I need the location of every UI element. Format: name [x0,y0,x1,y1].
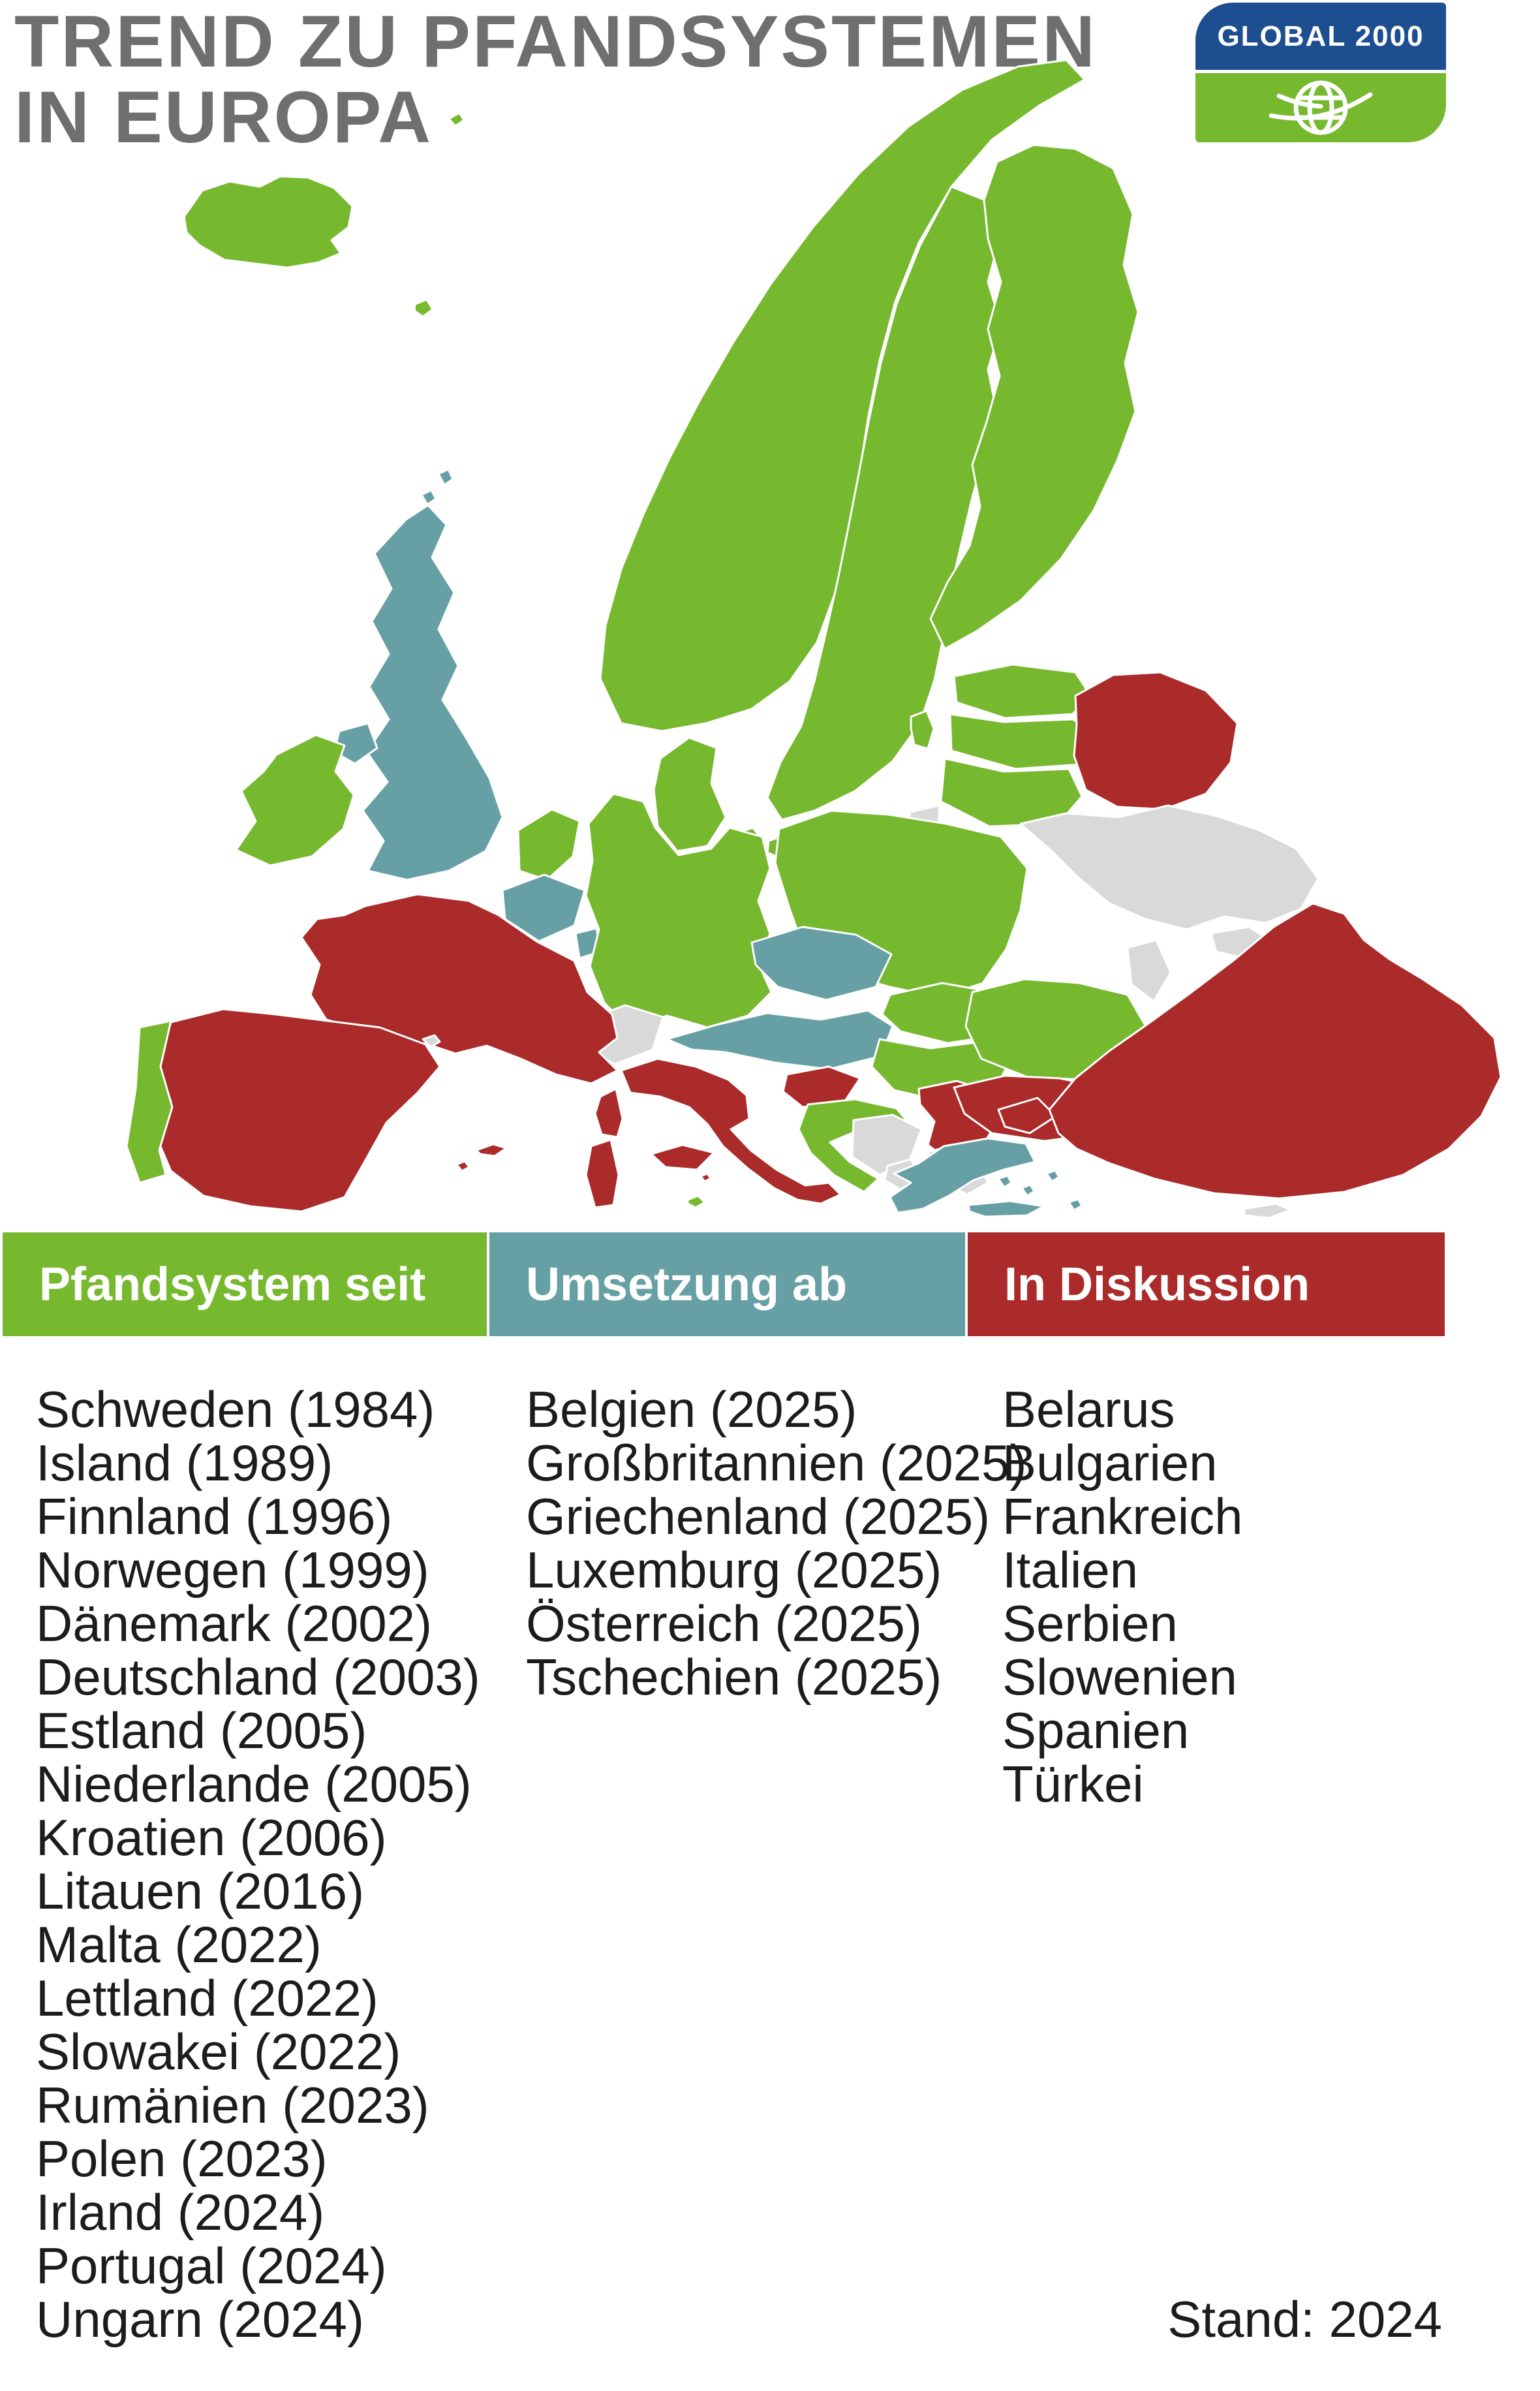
list-item: Finnland (1996) [36,1488,393,1545]
list-item: Slowakei (2022) [36,2023,401,2080]
list-item: Irland (2024) [36,2183,325,2241]
map-country-grossbritannien [362,504,504,881]
list-item: Litauen (2016) [36,1862,365,1920]
legend-label-discussion: In Diskussion [1004,1258,1310,1311]
map-island-orkney [420,489,437,506]
list-item: Lettland (2022) [36,1969,378,2027]
list-item: Großbritannien (2025) [526,1434,1027,1492]
map-region-thrakien [997,1097,1057,1134]
page-title-line1: TREND ZU PFANDSYSTEMEN [14,1,1097,82]
map-country-niederlande [517,808,581,881]
map-country-griechenland [889,1137,1036,1214]
map-island-sizilien [650,1144,715,1171]
global2000-logo-text: GLOBAL 2000 [1217,20,1424,52]
legend-bar-deposit: Pfandsystem seit [3,1232,487,1336]
global2000-logo: GLOBAL 2000 [1195,3,1446,142]
map-island-gotland [910,710,935,750]
map-country-litauen [940,757,1083,828]
map-island-rhodos [1068,1198,1083,1211]
list-item: Frankreich [1002,1488,1243,1545]
legend-label-deposit: Pfandsystem seit [39,1258,426,1311]
map-island-aegaeis-2 [1021,1183,1036,1197]
legend-label-implementation: Umsetzung ab [526,1258,848,1311]
list-item: Belgien (2025) [526,1381,857,1438]
list-item: Polen (2023) [36,2130,328,2187]
list-item: Ungarn (2024) [36,2290,364,2348]
global2000-logo-globe-panel [1195,73,1446,142]
list-item: Griechenland (2025) [526,1488,991,1545]
map-country-spanien [155,1008,441,1213]
map-country-faeroeer [413,298,434,318]
map-country-frankreich [300,893,619,1085]
list-item: Deutschland (2003) [36,1648,480,1706]
global2000-logo-wordmark: GLOBAL 2000 [1195,3,1446,70]
list-item: Malta (2022) [36,1916,322,1973]
list-item: Bulgarien [1002,1434,1218,1492]
map-country-andorra [422,1034,441,1048]
map-country-irland [235,734,355,867]
map-island-sardinien [585,1138,620,1209]
list-item: Türkei [1002,1755,1144,1813]
country-list-implementation: Belgien (2025) Großbritannien (2025) Griec… [526,1383,1026,1704]
map-country-ukraine [1019,804,1319,931]
list-item: Tschechien (2025) [526,1648,942,1706]
map-country-daenemark [653,736,727,852]
map-island-mallorca [475,1143,508,1157]
list-item: Rumänien (2023) [36,2076,429,2134]
list-item: Belarus [1002,1381,1175,1438]
map-island-shetland [437,468,454,486]
europe-map [125,59,1502,1219]
list-item: Spanien [1002,1702,1190,1759]
status-date: Stand: 2024 [1167,2290,1442,2348]
map-island-aegaeis-1 [997,1174,1013,1189]
map-island-ibiza [455,1160,470,1172]
list-item: Portugal (2024) [36,2237,387,2294]
legend-bar-discussion: In Diskussion [968,1232,1445,1336]
map-country-schweden [766,185,1002,821]
map-country-estland [953,663,1091,719]
globe-icon [1269,80,1373,135]
map-country-portugal [125,1020,174,1184]
map-island-aegaeis-3 [1045,1169,1060,1183]
country-list-deposit: Schweden (1984) Island (1989) Finnland (19… [36,1383,480,2346]
map-country-tschechien [750,926,893,1001]
map-country-island [183,175,354,269]
list-item: Österreich (2025) [526,1595,922,1652]
list-item: Schweden (1984) [36,1381,435,1438]
map-island-kreta [967,1200,1045,1218]
page-title: TREND ZU PFANDSYSTEMEN IN EUROPA [14,4,1097,155]
list-item: Luxemburg (2025) [526,1541,942,1599]
list-item: Niederlande (2005) [36,1755,472,1813]
page-title-line2: IN EUROPA [14,76,433,158]
list-item: Serbien [1002,1595,1178,1652]
map-island-korsika [594,1087,624,1138]
list-item: Dänemark (2002) [36,1595,432,1652]
list-item: Slowenien [1002,1648,1237,1706]
list-item: Estland (2005) [36,1702,367,1759]
country-list-discussion: Belarus Bulgarien Frankreich Italien Serbien… [1002,1383,1242,1811]
map-country-malta [686,1195,706,1209]
legend-bar-implementation: Umsetzung ab [489,1232,965,1336]
map-country-moldau [1126,939,1172,1003]
map-island-pantelleria [700,1172,712,1183]
list-item: Italien [1002,1541,1139,1599]
map-country-italien [620,1057,842,1205]
list-item: Island (1989) [36,1434,333,1492]
map-country-finnland [929,144,1139,650]
list-item: Kroatien (2006) [36,1809,387,1866]
map-country-belarus [1073,671,1239,811]
map-country-norwegen [599,59,1086,732]
map-country-tuerkei [1048,902,1502,1200]
list-item: Norwegen (1999) [36,1541,429,1599]
map-country-janmayen [448,112,465,127]
map-country-zypern [1242,1202,1292,1219]
